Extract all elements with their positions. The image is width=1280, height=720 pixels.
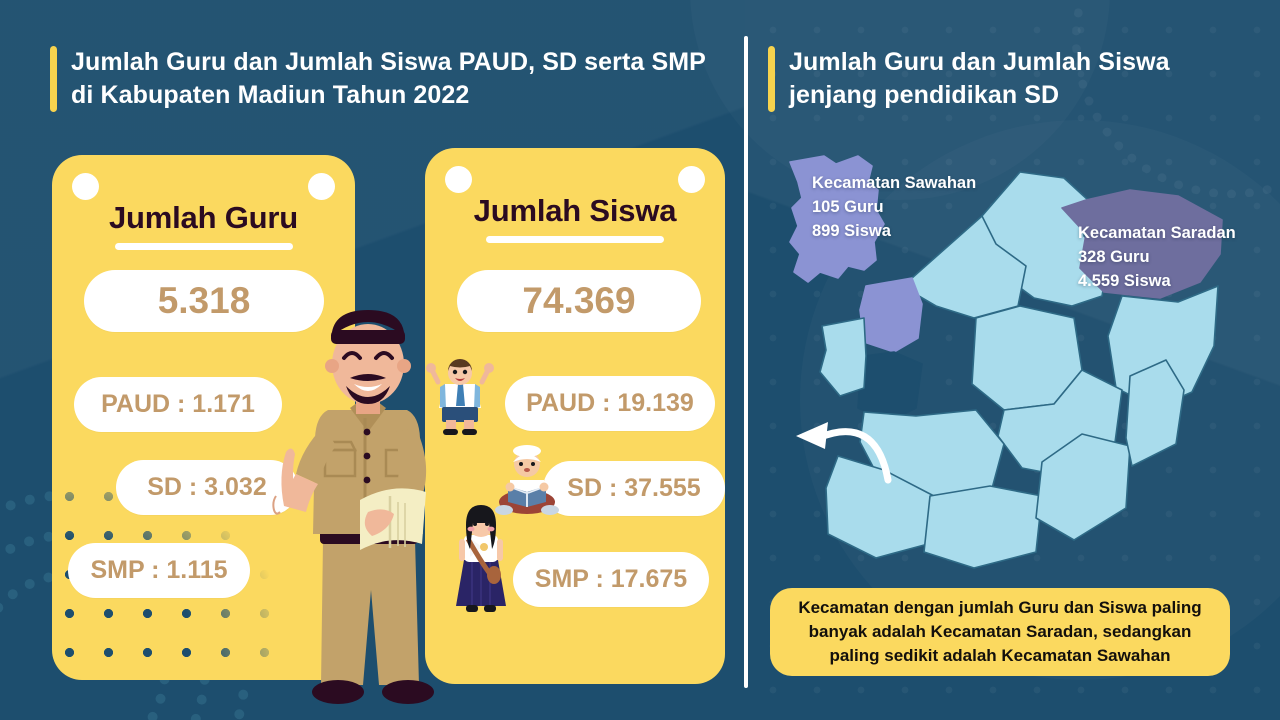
card-siswa-title: Jumlah Siswa xyxy=(473,193,677,228)
student-boy-cheering-illustration xyxy=(426,359,494,435)
map-label-sawahan-students: 899 Siswa xyxy=(812,221,891,240)
card-title-underline xyxy=(486,236,664,243)
card-title-underline xyxy=(114,243,293,250)
siswa-smp-row: SMP : 17.675 xyxy=(513,552,709,607)
map-district-south-center xyxy=(923,485,1043,569)
student-reading-illustration xyxy=(495,445,559,515)
guru-smp-row: SMP : 1.115 xyxy=(68,543,250,598)
guru-sd-row: SD : 3.032 xyxy=(116,460,298,515)
map-district-west-strip xyxy=(819,317,867,397)
right-panel-title: Jumlah Guru dan Jumlah Siswa jenjang pen… xyxy=(768,46,1228,112)
map-district-sawahan-inset xyxy=(789,155,885,283)
student-girl-illustration xyxy=(456,505,506,612)
title-accent-bar xyxy=(50,46,57,112)
map-caption-box: Kecamatan dengan jumlah Guru dan Siswa p… xyxy=(770,588,1230,676)
madiun-regency-map xyxy=(789,155,1223,569)
guru-total-value: 5.318 xyxy=(84,270,324,332)
card-punch-hole-left xyxy=(72,173,99,200)
siswa-paud-row: PAUD : 19.139 xyxy=(505,376,715,431)
card-punch-hole-right xyxy=(308,173,335,200)
card-punch-hole-left xyxy=(445,166,472,193)
card-guru-title: Jumlah Guru xyxy=(109,200,298,235)
map-label-saradan-teachers: 328 Guru xyxy=(1078,247,1150,266)
map-district-southeast xyxy=(1035,433,1131,541)
panel-divider xyxy=(744,36,748,688)
map-label-saradan-students: 4.559 Siswa xyxy=(1078,271,1171,290)
map-label-saradan-name: Kecamatan Saradan xyxy=(1078,224,1236,242)
teacher-illustration xyxy=(272,310,434,704)
siswa-total-value: 74.369 xyxy=(457,270,701,332)
map-label-sawahan-teachers: 105 Guru xyxy=(812,197,884,216)
map-pointer-arrowhead xyxy=(796,422,828,449)
map-district-southwest xyxy=(825,455,935,559)
card-punch-hole-right xyxy=(678,166,705,193)
map-district-sawahan-main xyxy=(859,277,923,353)
left-panel-title: Jumlah Guru dan Jumlah Siswa PAUD, SD se… xyxy=(50,46,710,112)
left-title-text: Jumlah Guru dan Jumlah Siswa PAUD, SD se… xyxy=(71,48,706,109)
map-district-far-east xyxy=(1125,359,1185,467)
map-label-sawahan: Kecamatan Sawahan 105 Guru 899 Siswa xyxy=(812,172,1022,244)
siswa-sd-row: SD : 37.555 xyxy=(543,461,725,516)
map-label-sawahan-name: Kecamatan Sawahan xyxy=(812,174,977,192)
guru-paud-row: PAUD : 1.171 xyxy=(74,377,282,432)
map-label-saradan: Kecamatan Saradan 328 Guru 4.559 Siswa xyxy=(1078,222,1278,294)
title-accent-bar xyxy=(768,46,775,112)
map-district-saradan xyxy=(1061,189,1223,299)
map-pointer-arrow xyxy=(814,428,892,484)
right-title-text: Jumlah Guru dan Jumlah Siswa jenjang pen… xyxy=(789,48,1170,109)
